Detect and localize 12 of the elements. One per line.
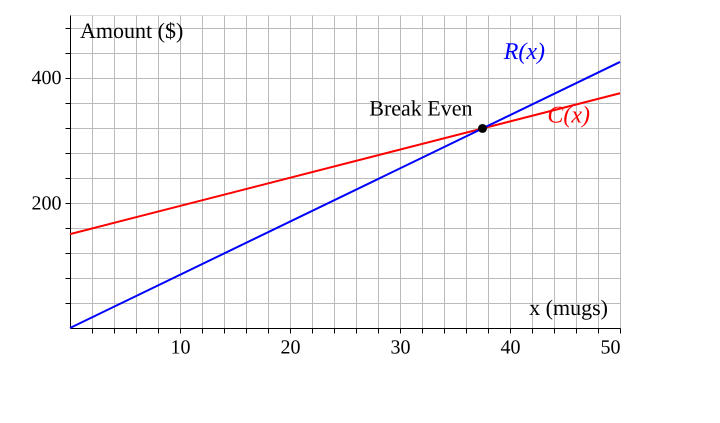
annotation: Break Even (369, 95, 472, 120)
x-tick-label: 10 (170, 336, 190, 358)
x-tick-label: 50 (600, 336, 620, 358)
series-label: C(x) (547, 102, 590, 128)
x-tick-label: 40 (500, 336, 520, 358)
y-axis-title: Amount ($) (80, 18, 184, 43)
y-tick-label: 400 (32, 67, 62, 90)
x-tick-label: 30 (390, 336, 410, 358)
y-tick-label: 200 (32, 192, 62, 214)
x-tick-label: 20 (280, 336, 300, 358)
x-axis-title: x (mugs) (529, 295, 608, 320)
series-label: R(x) (502, 38, 546, 65)
